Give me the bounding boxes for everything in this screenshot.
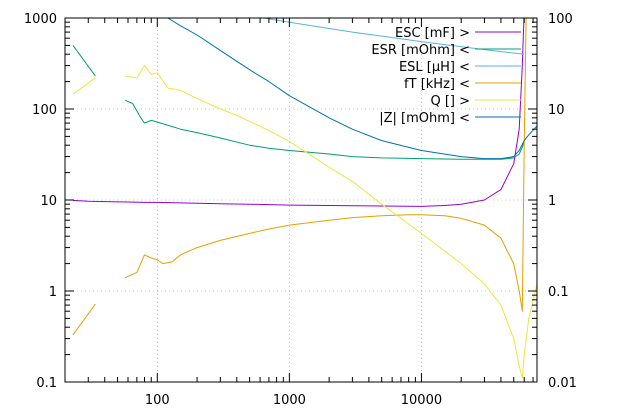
legend-label: ESR [mOhm] < <box>371 43 470 58</box>
series-group <box>72 18 537 379</box>
series-2 <box>77 18 525 55</box>
series-line <box>125 65 537 379</box>
y-tick-label: 100 <box>32 103 57 118</box>
series-line <box>72 18 525 207</box>
y-tick-label: 1 <box>49 285 57 300</box>
y-tick-label: 0.1 <box>36 376 57 391</box>
y2-tick-label: 100 <box>548 12 573 27</box>
axes: 100 1000 10000 0.1 1 10 100 1000 0.01 0.1 1 10 100 <box>24 12 577 408</box>
y-tick-label: 10 <box>40 194 57 209</box>
y2-tick-label: 0.01 <box>548 376 577 391</box>
series-line <box>124 18 527 312</box>
series-0 <box>72 18 525 207</box>
legend-label: ESC [mF] > <box>395 26 470 41</box>
x-tick-label: 10000 <box>401 393 442 408</box>
series-4 <box>72 65 537 379</box>
series-line <box>77 18 525 55</box>
y-tick-label: 1000 <box>24 12 57 27</box>
y2-tick-label: 0.1 <box>548 285 569 300</box>
x-tick-label: 100 <box>145 393 170 408</box>
legend-label: ESL [μH] < <box>399 60 470 75</box>
series-line <box>72 303 96 336</box>
legend-label: |Z| [mOhm] < <box>379 111 470 126</box>
series-line <box>72 45 96 77</box>
series-3 <box>72 18 527 336</box>
y2-tick-label: 10 <box>548 103 565 118</box>
series-line <box>167 18 537 160</box>
y2-tick-label: 1 <box>548 194 556 209</box>
legend-label: fT [kHz] < <box>404 77 470 92</box>
series-5 <box>167 18 537 160</box>
series-line <box>124 99 525 160</box>
legend-label: Q [] > <box>430 94 470 109</box>
series-line <box>72 77 96 95</box>
grid <box>65 18 537 382</box>
x-tick-label: 1000 <box>273 393 306 408</box>
series-1 <box>72 45 525 160</box>
legend: ESC [mF] > ESR [mOhm] < ESL [μH] < fT [kHz]… <box>371 26 521 126</box>
